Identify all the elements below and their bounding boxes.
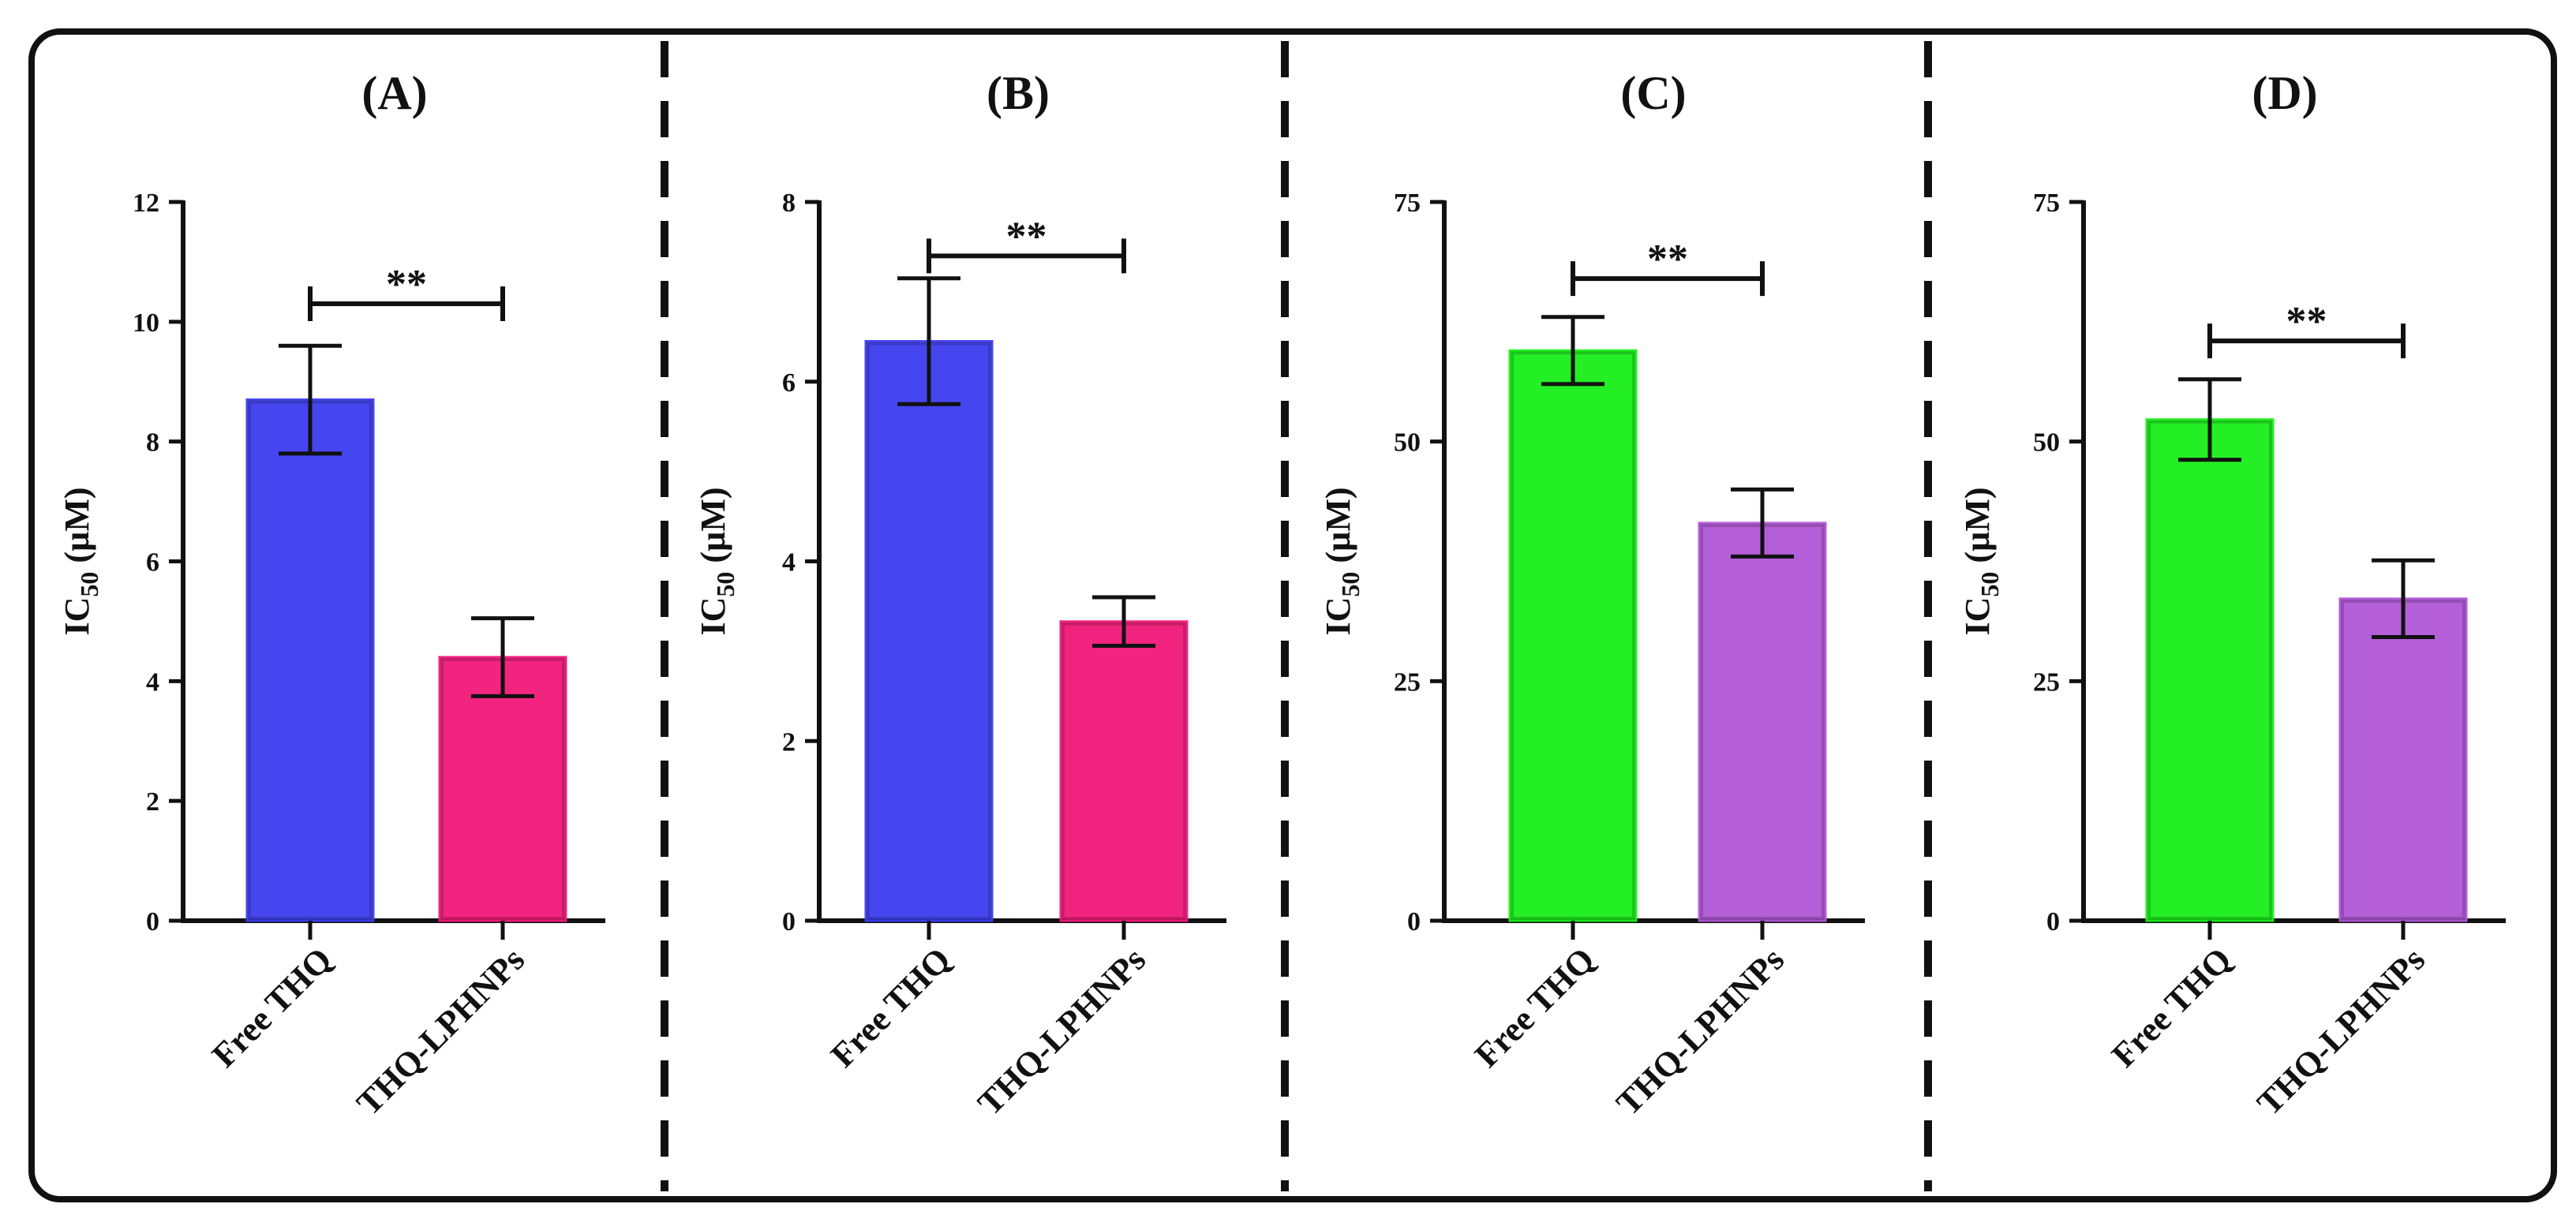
y-axis-label: IC50 (µM) bbox=[1958, 487, 2004, 635]
y-tick-label: 6 bbox=[782, 368, 796, 398]
y-tick-label: 4 bbox=[782, 548, 796, 578]
bar-thq-lphnps bbox=[1698, 522, 1827, 922]
y-axis-label-main: IC bbox=[1319, 597, 1357, 636]
significance-label: ** bbox=[2286, 299, 2327, 344]
y-tick-label: 12 bbox=[133, 189, 159, 218]
panel-title: (D) bbox=[2252, 67, 2317, 119]
panel-title: (B) bbox=[987, 67, 1050, 119]
y-axis-label-subscript: 50 bbox=[1336, 572, 1365, 597]
y-axis-label-main: IC bbox=[1958, 597, 1997, 636]
significance-label: ** bbox=[1006, 214, 1047, 259]
y-axis-label: IC50 (µM) bbox=[1319, 487, 1365, 635]
y-axis-label-main: IC bbox=[58, 597, 96, 636]
panel-title: (C) bbox=[1620, 67, 1686, 119]
bar-free-thq bbox=[245, 398, 375, 922]
y-axis-label: IC50 (µM) bbox=[58, 487, 103, 635]
panel-dividers bbox=[661, 41, 1932, 1191]
y-tick-label: 2 bbox=[146, 787, 159, 817]
significance-label: ** bbox=[386, 262, 427, 307]
y-axis-label-subscript: 50 bbox=[75, 572, 103, 597]
y-tick-label: 75 bbox=[2033, 189, 2060, 218]
y-axis-label-main: IC bbox=[694, 597, 732, 636]
y-axis-label: IC50 (µM) bbox=[694, 487, 739, 635]
y-tick-label: 8 bbox=[782, 189, 796, 218]
bar-free-thq bbox=[864, 340, 994, 922]
bar-free-thq bbox=[1508, 349, 1638, 922]
y-tick-label: 0 bbox=[1407, 907, 1421, 937]
significance-label: ** bbox=[1647, 237, 1688, 282]
bar-thq-lphnps bbox=[1059, 620, 1189, 922]
y-axis-label-subscript: 50 bbox=[1975, 572, 2004, 597]
y-tick-label: 0 bbox=[2046, 907, 2060, 937]
y-tick-label: 8 bbox=[146, 428, 159, 458]
y-axis-label-unit: (µM) bbox=[694, 487, 732, 571]
y-axis-label-subscript: 50 bbox=[711, 572, 739, 597]
bar-thq-lphnps bbox=[2338, 597, 2468, 922]
y-tick-label: 0 bbox=[146, 907, 159, 937]
y-tick-label: 0 bbox=[782, 907, 796, 937]
y-tick-label: 25 bbox=[2033, 667, 2060, 697]
y-axis-label-unit: (µM) bbox=[1958, 487, 1997, 571]
panel-title: (A) bbox=[361, 67, 427, 119]
y-tick-label: 6 bbox=[146, 548, 159, 578]
y-tick-label: 2 bbox=[782, 727, 796, 757]
y-axis-label-unit: (µM) bbox=[58, 487, 96, 571]
y-tick-label: 10 bbox=[133, 308, 159, 338]
y-tick-label: 25 bbox=[1394, 667, 1421, 697]
y-tick-label: 75 bbox=[1394, 189, 1421, 218]
y-tick-label: 50 bbox=[2033, 428, 2060, 458]
y-axis-label-unit: (µM) bbox=[1319, 487, 1357, 571]
y-tick-label: 4 bbox=[146, 667, 159, 697]
bar-free-thq bbox=[2145, 418, 2275, 922]
y-tick-label: 50 bbox=[1394, 428, 1421, 458]
bar-thq-lphnps bbox=[438, 656, 567, 922]
